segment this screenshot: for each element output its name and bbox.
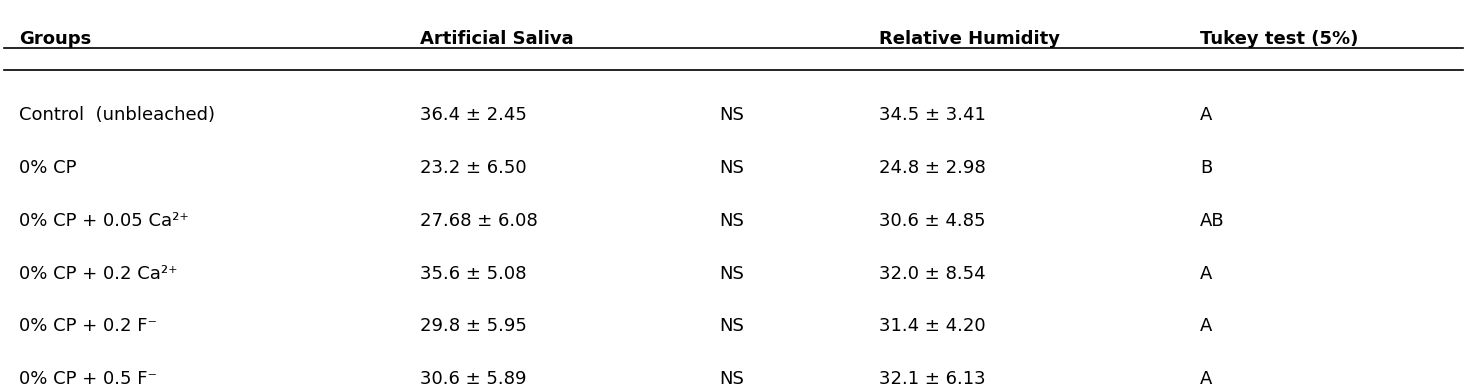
Text: Artificial Saliva: Artificial Saliva <box>420 30 574 48</box>
Text: 32.0 ± 8.54: 32.0 ± 8.54 <box>879 265 986 283</box>
Text: 23.2 ± 6.50: 23.2 ± 6.50 <box>420 159 527 177</box>
Text: AB: AB <box>1200 212 1225 230</box>
Text: B: B <box>1200 159 1213 177</box>
Text: 31.4 ± 4.20: 31.4 ± 4.20 <box>879 318 986 335</box>
Text: NS: NS <box>719 265 744 283</box>
Text: Control  (unbleached): Control (unbleached) <box>19 106 214 124</box>
Text: 0% CP + 0.05 Ca²⁺: 0% CP + 0.05 Ca²⁺ <box>19 212 188 230</box>
Text: NS: NS <box>719 370 744 388</box>
Text: NS: NS <box>719 212 744 230</box>
Text: 32.1 ± 6.13: 32.1 ± 6.13 <box>879 370 986 388</box>
Text: 36.4 ± 2.45: 36.4 ± 2.45 <box>420 106 527 124</box>
Text: A: A <box>1200 106 1213 124</box>
Text: 0% CP + 0.2 F⁻: 0% CP + 0.2 F⁻ <box>19 318 157 335</box>
Text: 0% CP: 0% CP <box>19 159 76 177</box>
Text: Relative Humidity: Relative Humidity <box>879 30 1061 48</box>
Text: 34.5 ± 3.41: 34.5 ± 3.41 <box>879 106 986 124</box>
Text: 24.8 ± 2.98: 24.8 ± 2.98 <box>879 159 986 177</box>
Text: 27.68 ± 6.08: 27.68 ± 6.08 <box>420 212 537 230</box>
Text: Tukey test (5%): Tukey test (5%) <box>1200 30 1358 48</box>
Text: A: A <box>1200 370 1213 388</box>
Text: NS: NS <box>719 106 744 124</box>
Text: 35.6 ± 5.08: 35.6 ± 5.08 <box>420 265 527 283</box>
Text: A: A <box>1200 265 1213 283</box>
Text: NS: NS <box>719 318 744 335</box>
Text: 0% CP + 0.5 F⁻: 0% CP + 0.5 F⁻ <box>19 370 157 388</box>
Text: 30.6 ± 5.89: 30.6 ± 5.89 <box>420 370 527 388</box>
Text: Groups: Groups <box>19 30 91 48</box>
Text: 29.8 ± 5.95: 29.8 ± 5.95 <box>420 318 527 335</box>
Text: 30.6 ± 4.85: 30.6 ± 4.85 <box>879 212 986 230</box>
Text: A: A <box>1200 318 1213 335</box>
Text: NS: NS <box>719 159 744 177</box>
Text: 0% CP + 0.2 Ca²⁺: 0% CP + 0.2 Ca²⁺ <box>19 265 178 283</box>
